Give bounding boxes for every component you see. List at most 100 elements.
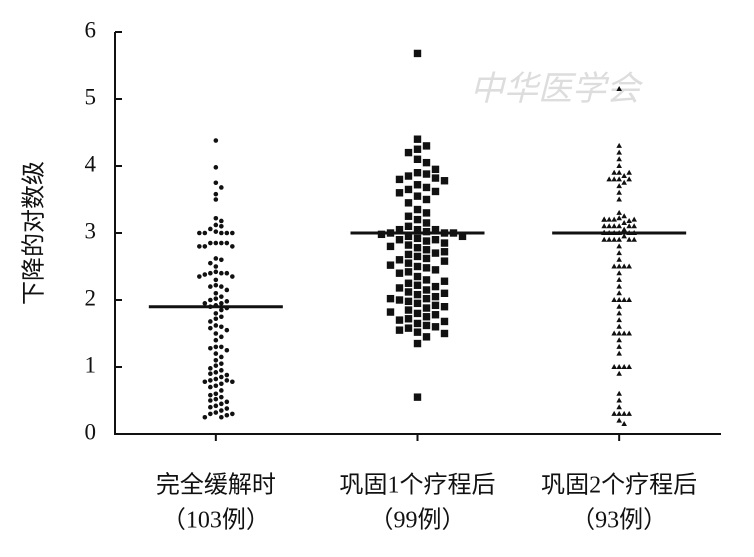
dot (208, 371, 213, 377)
dot (611, 297, 617, 302)
dot (616, 250, 622, 256)
x-count-label: （103例） (162, 507, 270, 534)
dot (224, 327, 230, 333)
dot (413, 393, 422, 401)
dot (440, 239, 449, 247)
dot (404, 172, 413, 180)
dot (202, 230, 208, 236)
dot (606, 236, 612, 242)
dot (611, 176, 617, 182)
dot (431, 292, 440, 301)
dot (631, 216, 637, 222)
dot (422, 286, 431, 294)
dot (621, 297, 627, 302)
dot (631, 236, 637, 242)
dot (208, 226, 213, 232)
dot (230, 230, 235, 236)
dot (616, 364, 622, 369)
dot (208, 392, 213, 398)
dot (404, 250, 413, 259)
dot (440, 329, 449, 338)
dot (616, 209, 622, 215)
dot (213, 256, 219, 261)
dot (616, 330, 622, 336)
dot (208, 366, 213, 371)
dot (219, 294, 224, 299)
dot (626, 330, 632, 336)
dot (422, 304, 431, 312)
dot (213, 264, 219, 269)
dot (616, 236, 622, 242)
dot (626, 263, 632, 269)
dot (219, 334, 224, 340)
dot (404, 148, 413, 157)
dot (626, 176, 632, 182)
dot (224, 299, 230, 304)
dot (208, 260, 213, 266)
dot (219, 354, 224, 360)
dot (386, 242, 395, 251)
dot (422, 158, 431, 167)
dot (395, 256, 404, 264)
dot (224, 240, 230, 246)
dot (395, 269, 404, 277)
dot (616, 297, 622, 302)
dot (213, 363, 219, 368)
dot (213, 165, 219, 170)
dot (404, 185, 413, 194)
dot (219, 414, 224, 420)
dot (431, 187, 440, 196)
dot (386, 294, 395, 303)
dot (224, 406, 230, 411)
dot (224, 347, 230, 353)
dot (616, 256, 622, 262)
dot (606, 216, 612, 222)
dot (213, 383, 219, 389)
dot (621, 179, 627, 185)
dot (440, 303, 449, 311)
dot (208, 325, 213, 331)
dot (224, 287, 230, 293)
dot (213, 215, 219, 221)
watermark: 中华医学会 (470, 71, 644, 108)
y-tick-label: 2 (85, 285, 97, 310)
dot (224, 412, 230, 418)
dot (601, 223, 607, 229)
dot (616, 310, 622, 316)
dot (213, 138, 219, 143)
dot (404, 212, 413, 220)
dot (621, 233, 627, 239)
dot (208, 345, 213, 351)
dot (616, 142, 622, 148)
x-tick-label: 巩固2个疗程后 (541, 472, 697, 499)
dot (616, 176, 622, 182)
dot (616, 156, 622, 162)
dot (219, 230, 224, 236)
dot (621, 330, 627, 336)
dot (431, 225, 440, 234)
dot (616, 317, 622, 323)
dot (616, 343, 622, 349)
dot (202, 244, 208, 249)
y-tick-label: 0 (85, 419, 97, 444)
dot (219, 257, 224, 263)
dot (219, 374, 224, 380)
dot (219, 401, 224, 407)
dot (616, 283, 622, 289)
dot (213, 180, 219, 186)
dot (395, 236, 404, 244)
x-count-label: （99例） (370, 507, 466, 534)
dot (202, 301, 208, 306)
dot (626, 410, 632, 416)
dot (395, 296, 404, 304)
x-tick-label: 完全缓解时 (156, 472, 276, 499)
y-tick-label: 3 (85, 218, 97, 243)
dot (219, 408, 224, 413)
dot (213, 222, 219, 228)
dot (213, 240, 219, 246)
dot (621, 410, 627, 416)
dot (616, 276, 622, 282)
dot (230, 274, 235, 279)
dot (626, 217, 632, 223)
dot (631, 223, 637, 229)
